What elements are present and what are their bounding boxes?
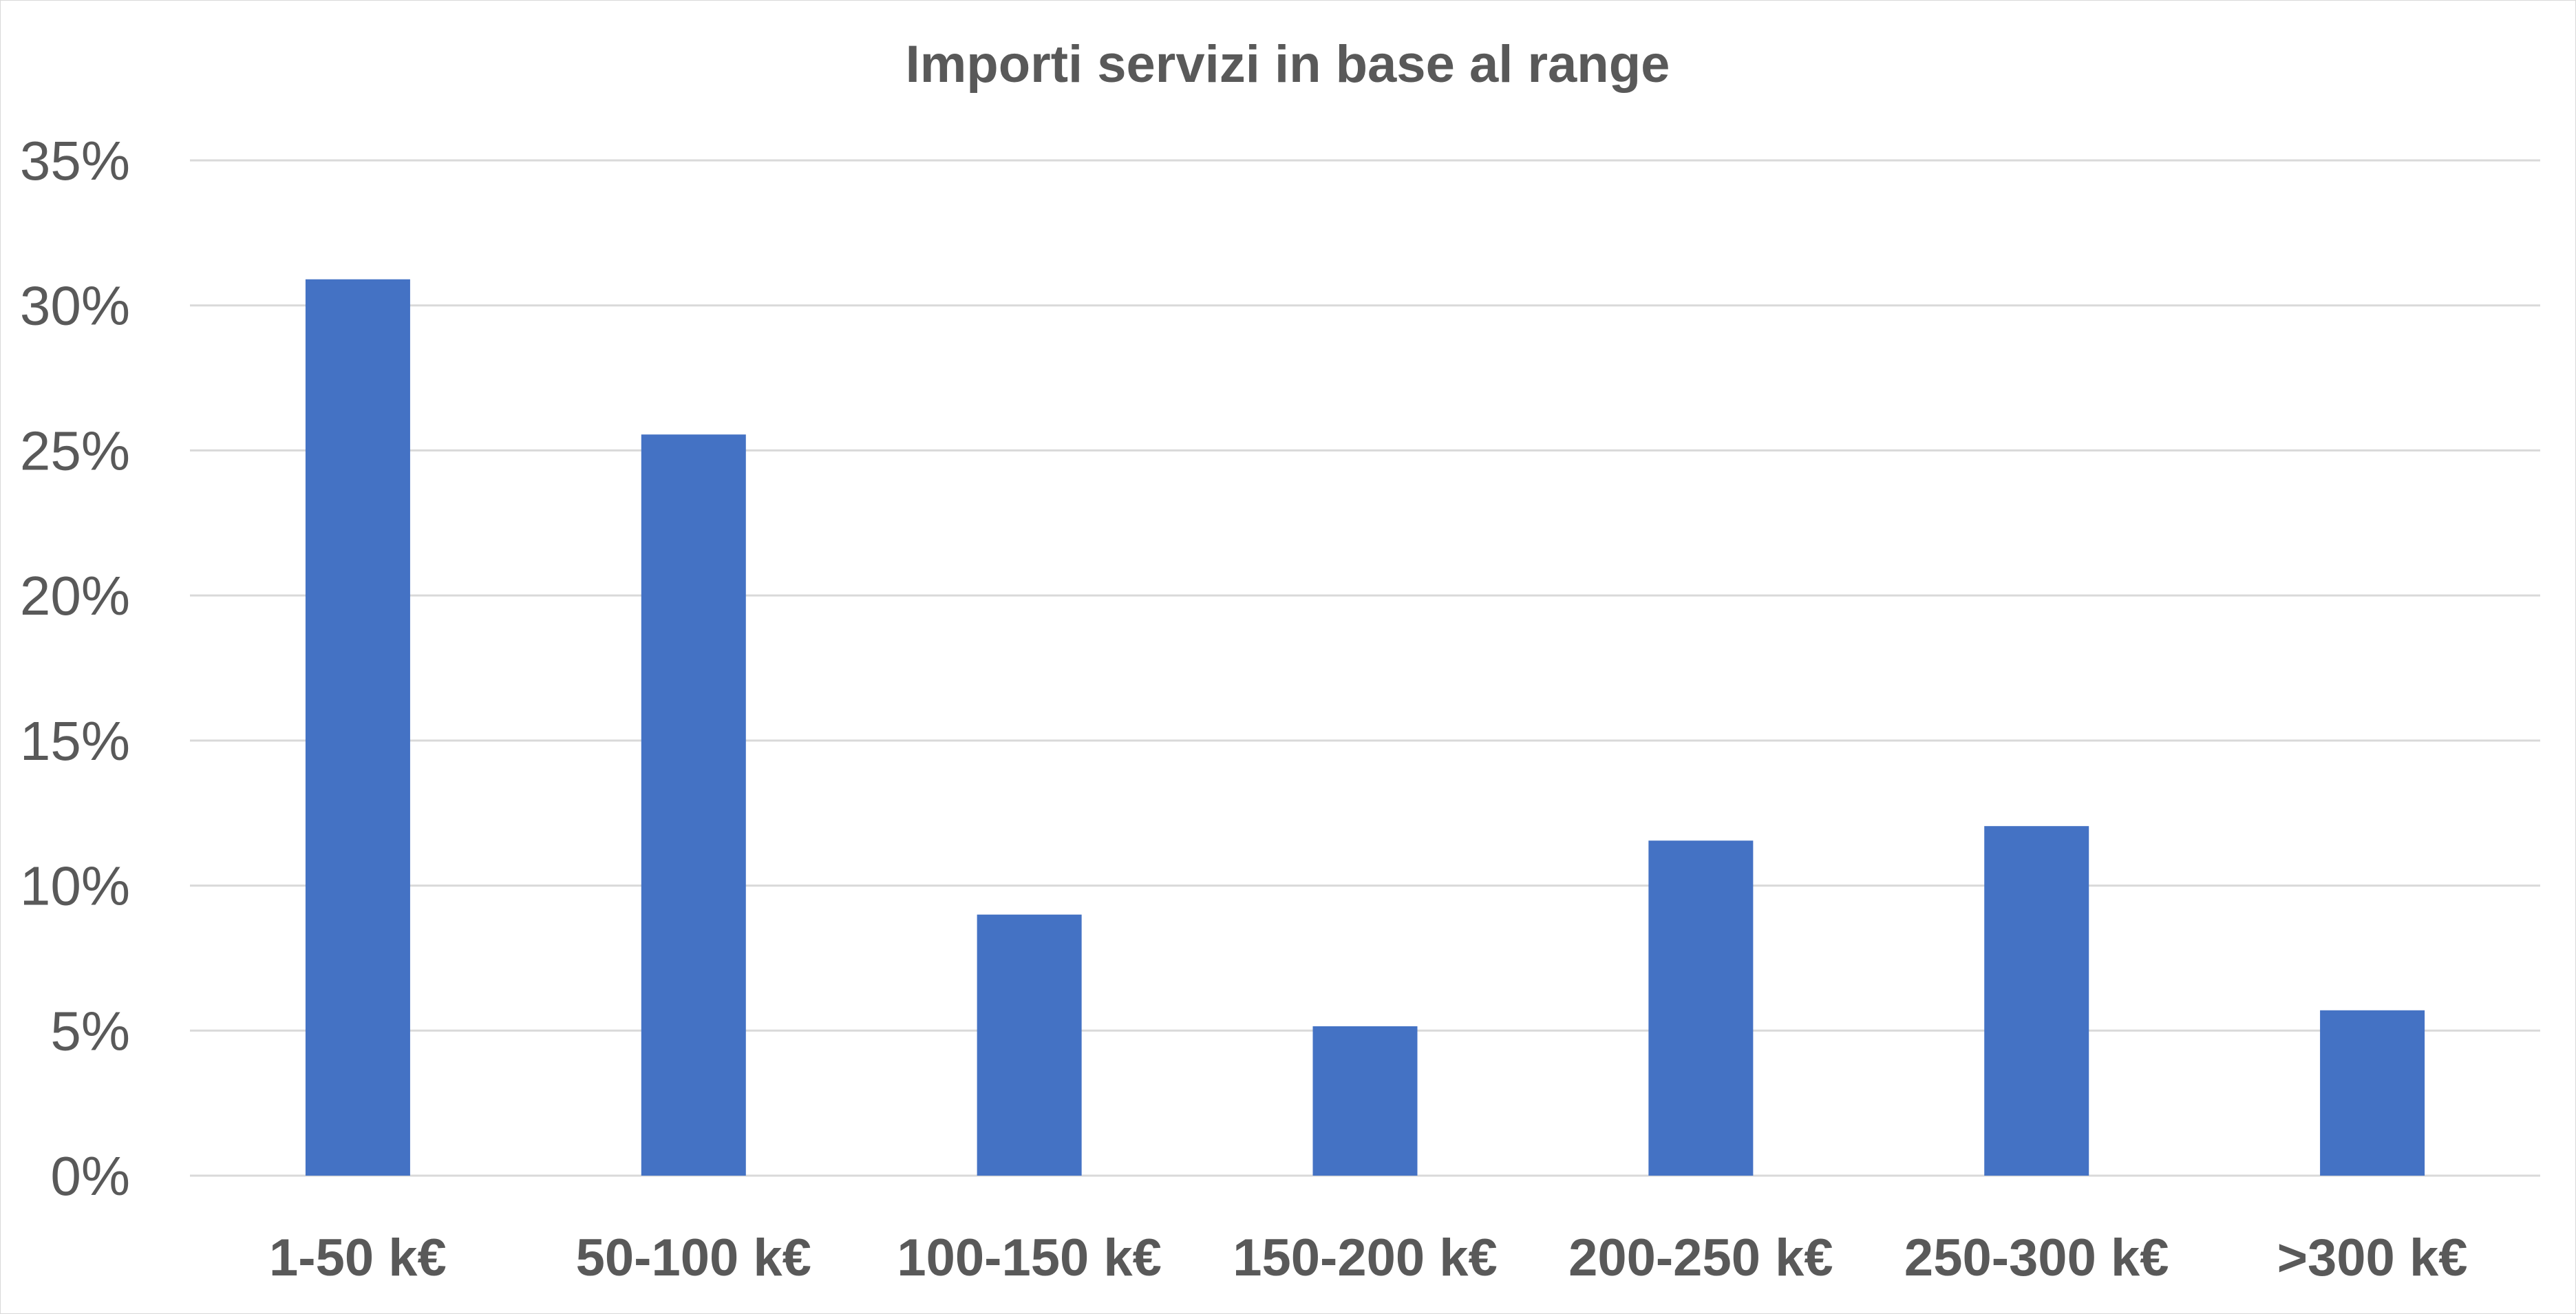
y-tick-label: 30% [20, 275, 130, 337]
y-tick-label: 15% [20, 710, 130, 772]
y-tick-label: 5% [50, 1000, 130, 1061]
chart-title: Importi servizi in base al range [906, 35, 1670, 94]
y-tick-label: 10% [20, 856, 130, 917]
y-tick-label: 20% [20, 565, 130, 626]
bar-2 [641, 434, 746, 1176]
bars [305, 279, 2425, 1176]
x-tick-label: 150-200 k€ [1233, 1229, 1498, 1287]
x-tick-label: 50-100 k€ [576, 1229, 811, 1287]
y-tick-label: 25% [20, 420, 130, 481]
bar-1 [305, 279, 410, 1176]
bar-3 [977, 914, 1082, 1176]
y-tick-label: 35% [20, 130, 130, 191]
x-tick-label: 200-250 k€ [1568, 1229, 1833, 1287]
bar-4 [1312, 1026, 1418, 1176]
bar-7 [2320, 1010, 2425, 1176]
bar-5 [1648, 840, 1754, 1176]
x-tick-label: >300 k€ [2277, 1229, 2468, 1287]
x-tick-label: 1-50 k€ [269, 1229, 447, 1287]
x-tick-label: 100-150 k€ [897, 1229, 1162, 1287]
x-tick-label: 250-300 k€ [1904, 1229, 2169, 1287]
bar-6 [1984, 826, 2089, 1176]
y-tick-label: 0% [50, 1145, 130, 1207]
y-axis-tick-labels: 0% 5% 10% 15% 20% 25% 30% 35% [20, 130, 130, 1207]
x-axis-tick-labels: 1-50 k€ 50-100 k€ 100-150 k€ 150-200 k€ 200-… [269, 1229, 2467, 1287]
gridlines [190, 159, 2540, 1177]
